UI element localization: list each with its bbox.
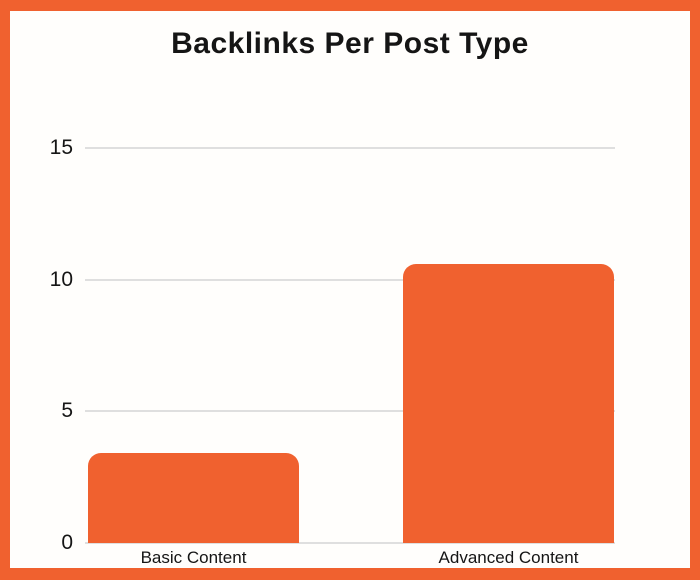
gridline-y5 — [85, 410, 615, 413]
x-category-label-advanced-content: Advanced Content — [438, 548, 579, 567]
gridline-y0 — [85, 542, 615, 544]
gridline-y10 — [85, 278, 615, 281]
y-tick-label-0: 0 — [61, 531, 73, 554]
bar-basic-content — [88, 453, 299, 543]
x-category-label-basic-content: Basic Content — [140, 548, 247, 567]
chart-title: Backlinks Per Post Type — [171, 27, 529, 60]
y-tick-label-15: 15 — [49, 136, 73, 159]
gridline-y15 — [85, 147, 615, 149]
y-tick-label-5: 5 — [61, 399, 73, 423]
plot-area: 0 5 10 15 Basic Content Advanced Content — [10, 11, 690, 568]
chart-canvas: Backlinks Per Post Type 0 5 10 15 Basic Cont… — [10, 11, 690, 568]
bar-advanced-content — [403, 263, 614, 543]
y-tick-label-10: 10 — [49, 267, 73, 291]
